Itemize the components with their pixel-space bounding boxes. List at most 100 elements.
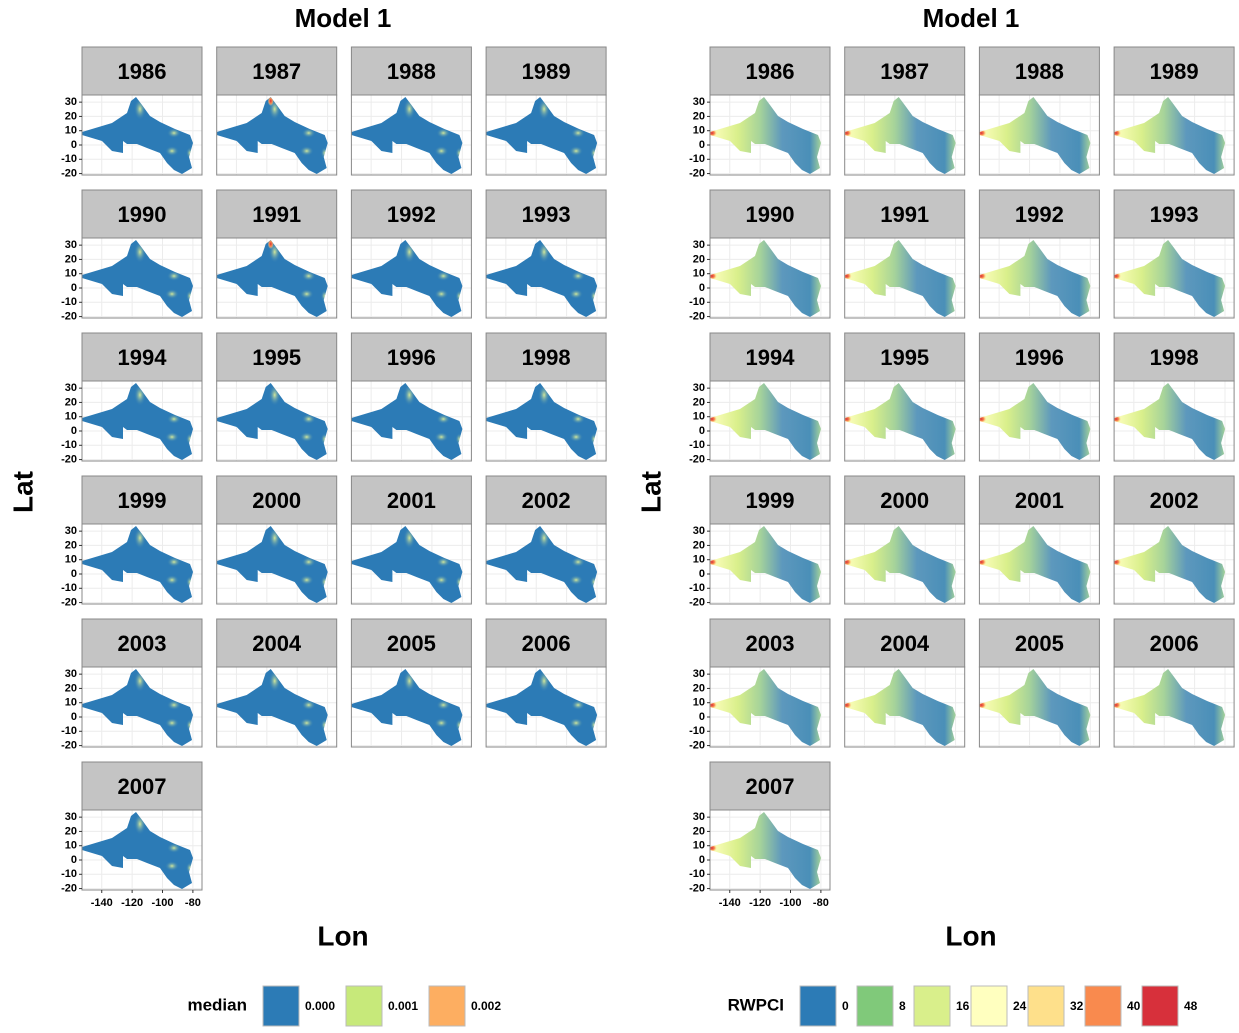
y-tick-label: 0	[71, 282, 77, 294]
legend-title: median	[187, 995, 247, 1014]
facet-label: 1998	[1150, 345, 1199, 370]
y-tick-label: 20	[693, 539, 705, 551]
legend-swatch	[1028, 986, 1064, 1026]
facet-label: 2004	[880, 631, 930, 656]
facet: 1986-20-100102030	[689, 47, 830, 179]
legend-swatch	[346, 986, 382, 1026]
facet-label: 1992	[387, 202, 436, 227]
y-tick-label: -10	[689, 725, 705, 737]
legend-swatch	[971, 986, 1007, 1026]
facet: 1987	[842, 47, 965, 175]
y-tick-label: 20	[693, 682, 705, 694]
facet-label: 2005	[1015, 631, 1064, 656]
facet-label: 2005	[387, 631, 436, 656]
facet-label: 2003	[746, 631, 795, 656]
y-tick-label: 0	[71, 711, 77, 723]
y-tick-label: 10	[693, 554, 705, 566]
facet-label: 1989	[522, 59, 571, 84]
x-tick-label: -100	[151, 897, 173, 909]
map-hotspot	[165, 575, 179, 585]
y-tick-label: -10	[689, 296, 705, 308]
y-axis-label: Lat	[635, 471, 666, 513]
y-tick-label: 10	[65, 697, 77, 709]
y-tick-label: -10	[61, 153, 77, 165]
y-tick-label: 30	[65, 811, 77, 823]
map-hotspot	[569, 432, 583, 442]
map-hotspot	[569, 289, 583, 299]
facet: 2003-20-100102030	[689, 619, 830, 751]
facet: 1995	[842, 333, 965, 461]
facet-label: 1994	[746, 345, 796, 370]
facet: 2007-20-100102030-140-120-100-80	[689, 762, 830, 909]
y-tick-label: 20	[65, 110, 77, 122]
map-hotspot	[434, 718, 448, 728]
legend-label: 8	[899, 999, 906, 1013]
legend-swatch	[263, 986, 299, 1026]
x-tick-label: -140	[91, 897, 113, 909]
y-tick-label: -20	[61, 739, 77, 751]
facet-label: 1990	[118, 202, 167, 227]
facet: 1989	[1111, 47, 1234, 175]
y-tick-label: 20	[65, 539, 77, 551]
y-tick-label: 30	[65, 382, 77, 394]
y-tick-label: -20	[61, 596, 77, 608]
facet: 1988	[351, 47, 471, 175]
facet: 1992	[351, 190, 471, 318]
facet: 1993	[486, 190, 606, 318]
facet-label: 2007	[746, 774, 795, 799]
facet-label: 1996	[1015, 345, 1064, 370]
y-tick-label: 20	[65, 396, 77, 408]
y-tick-label: 10	[65, 125, 77, 137]
facet: 2002	[486, 476, 606, 604]
facet: 2005	[976, 619, 1099, 747]
map-hotspot	[300, 432, 314, 442]
facet: 2006	[1111, 619, 1234, 747]
legend-swatch	[914, 986, 950, 1026]
facet: 1996	[976, 333, 1099, 461]
facet: 1994-20-100102030	[689, 333, 830, 465]
facet-label: 1994	[118, 345, 168, 370]
y-tick-label: 10	[65, 554, 77, 566]
legend-label: 0	[842, 999, 849, 1013]
x-tick-label: -120	[749, 897, 771, 909]
y-tick-label: 0	[71, 568, 77, 580]
facet-label: 1995	[252, 345, 301, 370]
facet-label: 1988	[387, 59, 436, 84]
facet-label: 1996	[387, 345, 436, 370]
y-tick-label: 10	[65, 268, 77, 280]
y-tick-label: -10	[61, 296, 77, 308]
facet-label: 2004	[252, 631, 302, 656]
facet-label: 1988	[1015, 59, 1064, 84]
y-tick-label: 20	[693, 253, 705, 265]
map-hotspot	[165, 432, 179, 442]
facet-label: 2001	[387, 488, 436, 513]
y-tick-label: 10	[693, 840, 705, 852]
map-hotspot	[300, 146, 314, 156]
y-tick-label: 0	[699, 425, 705, 437]
facet-label: 2001	[1015, 488, 1064, 513]
map-hotspot	[165, 718, 179, 728]
chart: Model 1LatLon1986-20-1001020301987198819…	[0, 0, 1239, 1028]
y-tick-label: 0	[71, 854, 77, 866]
y-axis-label: Lat	[7, 471, 38, 513]
facet: 1995	[217, 333, 337, 461]
y-tick-label: 0	[699, 854, 705, 866]
legend-label: 40	[1127, 999, 1141, 1013]
facet: 1991	[842, 190, 965, 318]
facet-label: 2000	[252, 488, 301, 513]
y-tick-label: 10	[693, 411, 705, 423]
facet: 1987	[217, 47, 337, 175]
facet: 1993	[1111, 190, 1234, 318]
map-hotspot	[569, 575, 583, 585]
y-tick-label: 10	[65, 411, 77, 423]
facet-label: 2002	[522, 488, 571, 513]
legend-label: 0.002	[471, 999, 501, 1013]
y-tick-label: 30	[693, 525, 705, 537]
facet-label: 2006	[1150, 631, 1199, 656]
facet-label: 1986	[746, 59, 795, 84]
legend-label: 0.001	[388, 999, 418, 1013]
chart-title: Model 1	[923, 3, 1020, 33]
x-tick-label: -100	[779, 897, 801, 909]
y-tick-label: -10	[61, 868, 77, 880]
y-tick-label: 10	[693, 268, 705, 280]
